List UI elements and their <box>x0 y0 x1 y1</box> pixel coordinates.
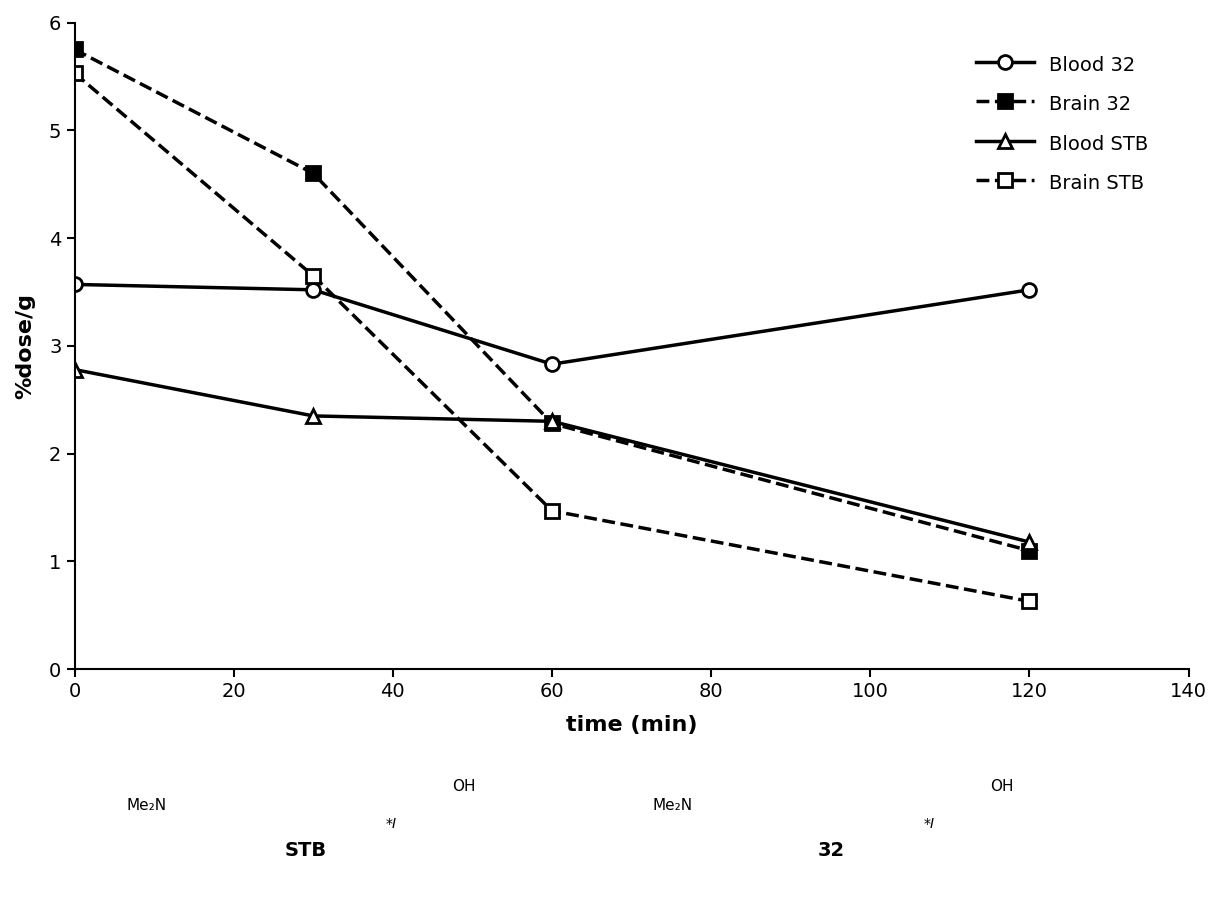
Brain STB <box>545 505 560 516</box>
Brain STB <box>1022 596 1036 607</box>
Line: Brain STB: Brain STB <box>67 66 1036 608</box>
Blood STB <box>67 364 82 375</box>
Text: Me₂N: Me₂N <box>127 798 166 813</box>
Line: Blood STB: Blood STB <box>67 362 1036 549</box>
Text: STB: STB <box>285 842 326 860</box>
Blood STB <box>1022 536 1036 547</box>
Text: *I: *I <box>385 816 397 831</box>
Brain 32 <box>306 168 320 179</box>
Blood 32 <box>1022 285 1036 296</box>
Blood STB <box>545 415 560 426</box>
Blood STB <box>306 411 320 422</box>
Text: 32: 32 <box>818 842 844 860</box>
Y-axis label: %dose/g: %dose/g <box>15 293 35 399</box>
Text: *I: *I <box>923 816 935 831</box>
Line: Brain 32: Brain 32 <box>67 42 1036 557</box>
Brain STB <box>306 270 320 281</box>
Line: Blood 32: Blood 32 <box>67 277 1036 371</box>
Text: OH: OH <box>990 780 1014 794</box>
Text: OH: OH <box>452 780 477 794</box>
Blood 32 <box>306 285 320 296</box>
Legend: Blood 32, Brain 32, Blood STB, Brain STB: Blood 32, Brain 32, Blood STB, Brain STB <box>968 45 1156 202</box>
Text: Me₂N: Me₂N <box>653 798 692 813</box>
X-axis label: time (min): time (min) <box>566 716 698 736</box>
Brain 32 <box>545 418 560 429</box>
Brain 32 <box>1022 545 1036 556</box>
Blood 32 <box>545 359 560 370</box>
Blood 32 <box>67 279 82 290</box>
Brain STB <box>67 68 82 79</box>
Brain 32 <box>67 44 82 55</box>
